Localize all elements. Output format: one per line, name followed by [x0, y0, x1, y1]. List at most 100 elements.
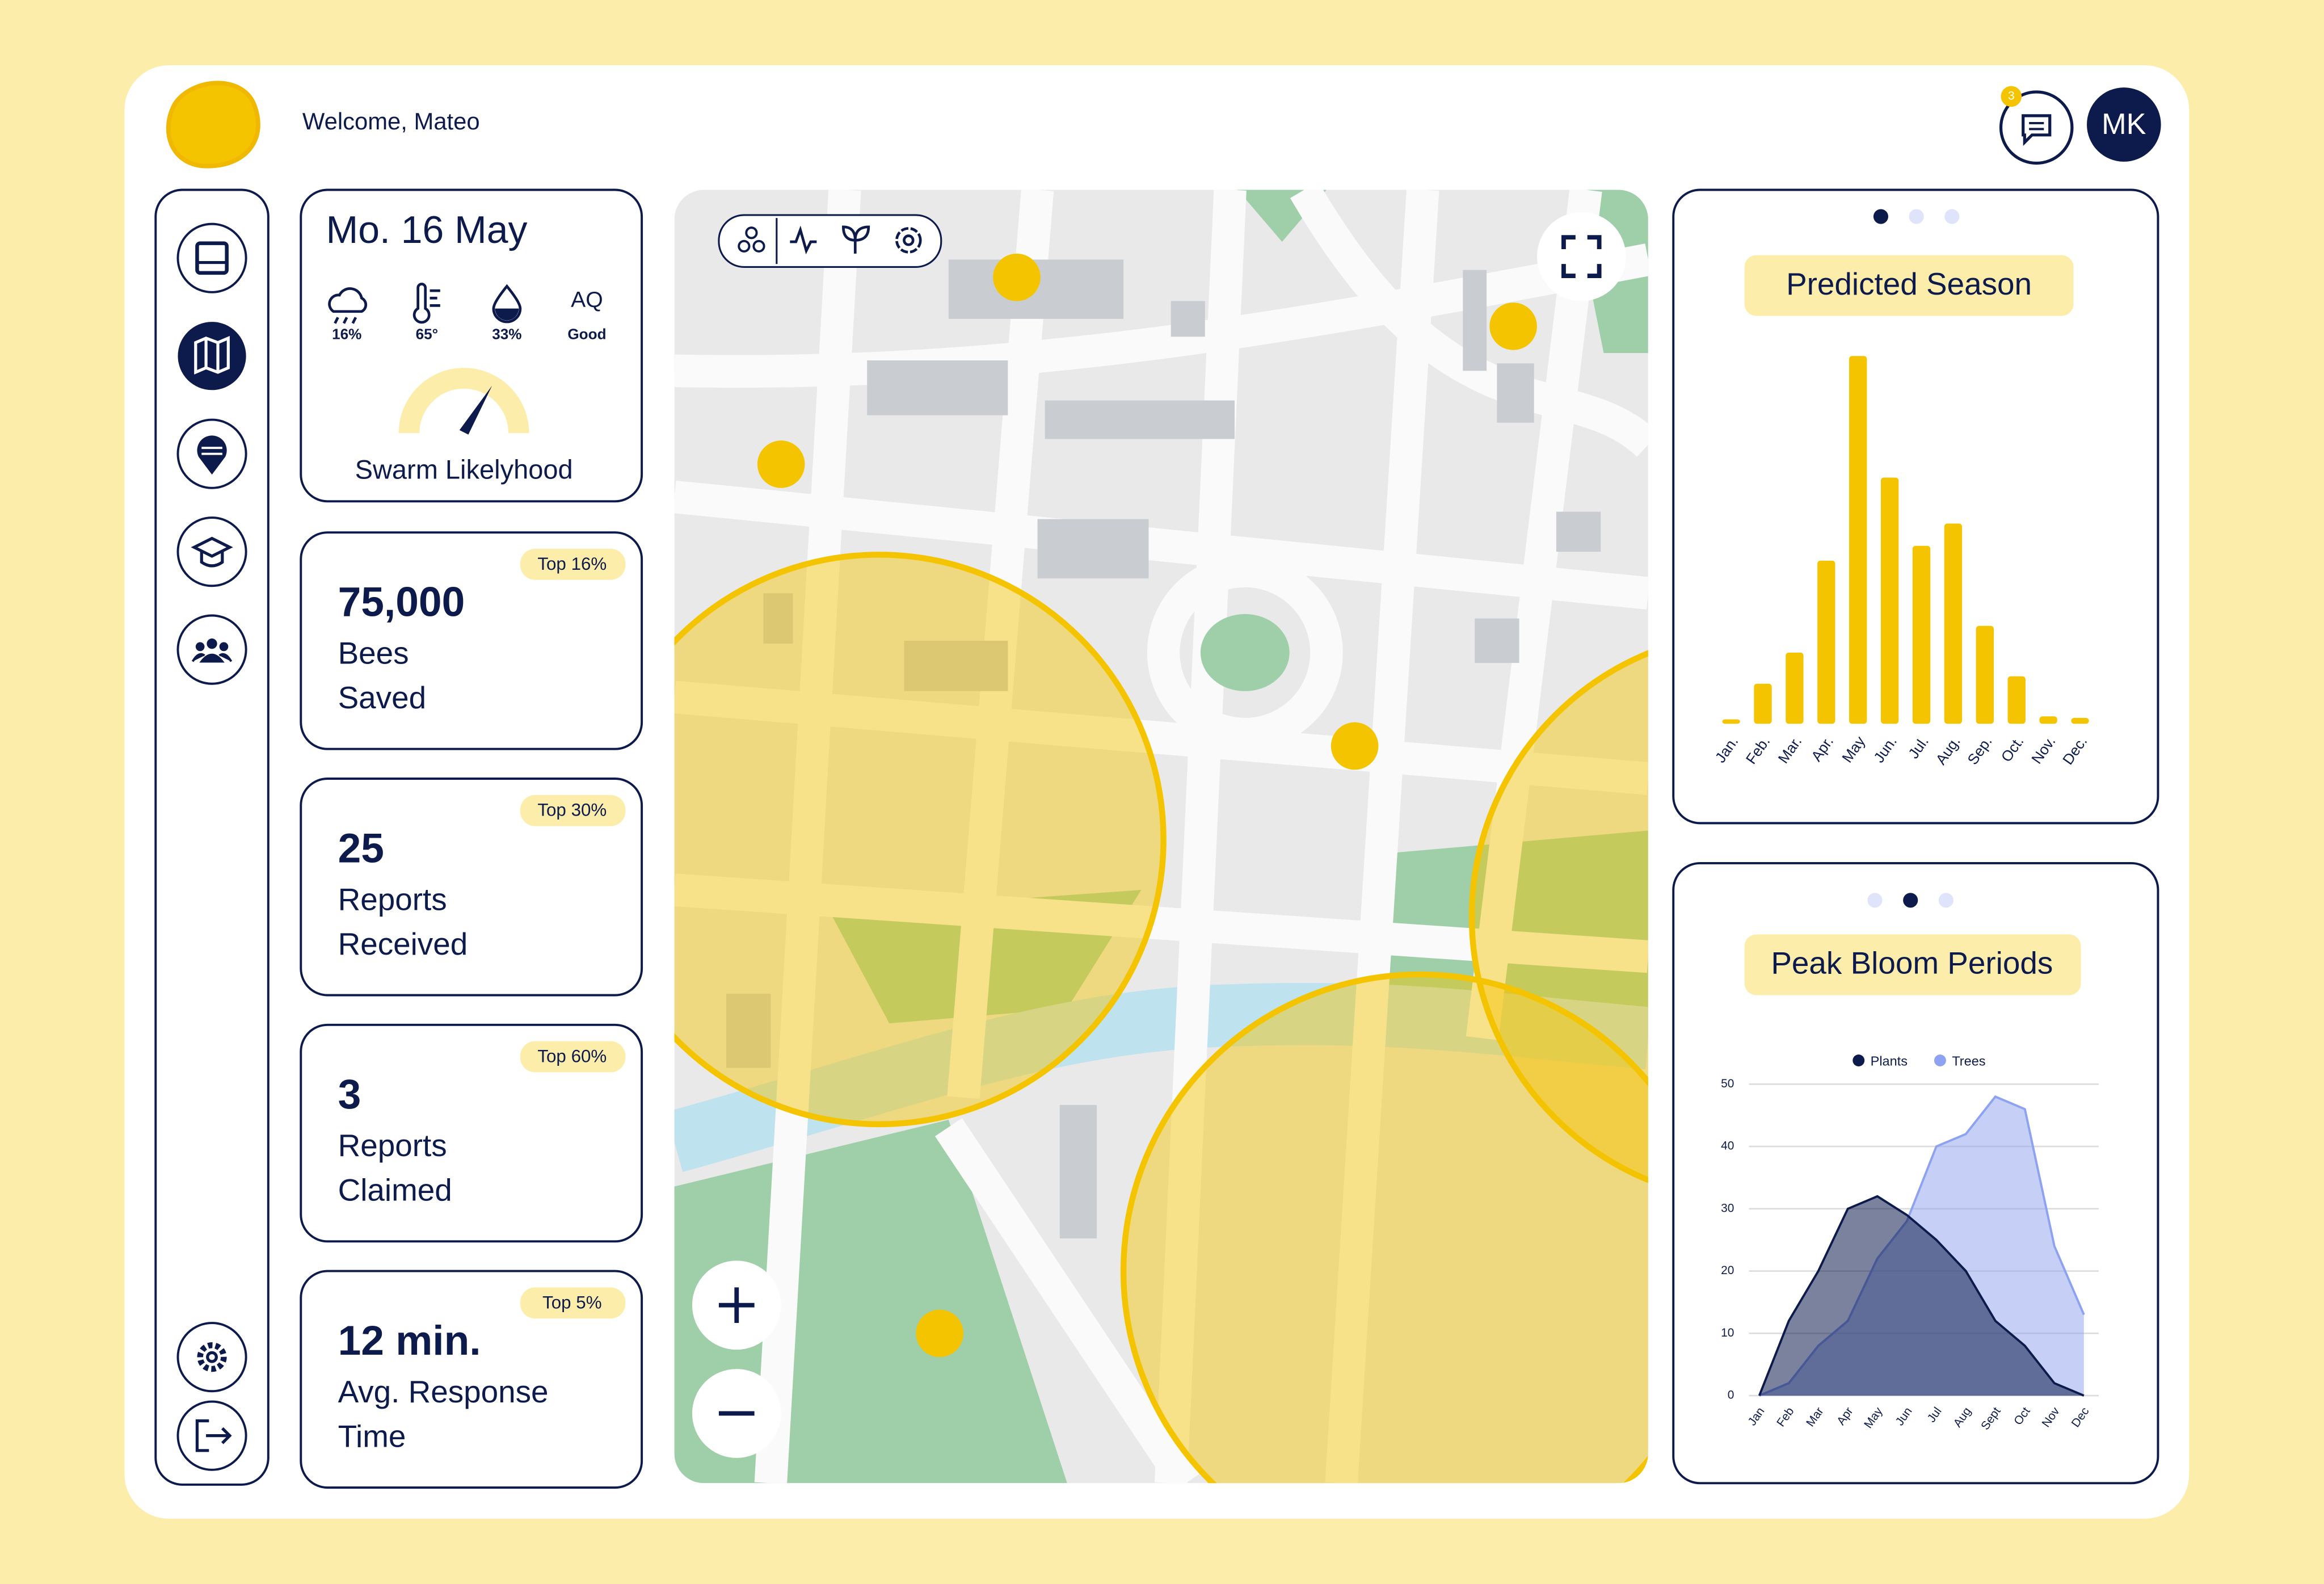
nav-community-part[interactable] — [176, 614, 247, 685]
stats: Top 16% 75,000 Bees Saved Top 30% 25 Reports Re… — [300, 531, 643, 1489]
zoom-out-button[interactable] — [692, 1369, 781, 1458]
fullscreen-button-part[interactable] — [1536, 212, 1626, 301]
nav-map-part[interactable] — [178, 322, 246, 390]
carousel-dots-part[interactable] — [1903, 893, 1918, 908]
bar — [1880, 477, 1899, 724]
zoom-in-button[interactable] — [692, 1261, 781, 1350]
map-toolbar-part[interactable] — [903, 234, 915, 246]
stat-label: Reports — [338, 881, 447, 917]
gauge-label: Swarm Likelyhood — [355, 454, 573, 484]
y-tick-label: 10 — [1721, 1326, 1734, 1339]
chat-button-part[interactable] — [2022, 114, 2052, 146]
line — [1758, 1195, 2085, 1397]
chart-title: Predicted Season — [1786, 266, 2032, 301]
notification-count: 3 — [2008, 89, 2015, 102]
nav-learn[interactable] — [176, 516, 247, 587]
map-toolbar-part[interactable] — [745, 226, 758, 240]
notification-badge — [2001, 86, 2022, 107]
nav-community-part[interactable] — [195, 642, 205, 652]
map-toolbar-part[interactable] — [718, 214, 942, 268]
nav-dashboard[interactable] — [176, 222, 247, 293]
nav-settings-part[interactable] — [206, 1351, 218, 1363]
nav-locations-part[interactable] — [201, 447, 222, 455]
stat-card — [300, 778, 643, 997]
rank-badge — [520, 1041, 626, 1073]
carousel-dots-part[interactable] — [1938, 893, 1953, 908]
map-roads — [674, 190, 1648, 1484]
map-roundabout — [1147, 554, 1343, 751]
nav-map[interactable] — [178, 322, 246, 390]
y-tick-label: 30 — [1721, 1201, 1734, 1215]
rank-badge — [520, 548, 626, 580]
swarm-report-part[interactable] — [1331, 722, 1379, 770]
nav-map-part[interactable] — [194, 335, 230, 375]
map-toolbar[interactable] — [718, 214, 942, 268]
legend-label: Plants — [1871, 1053, 1908, 1068]
avatar-button-part[interactable] — [2087, 87, 2161, 162]
stat-card — [300, 531, 643, 750]
nav-learn-part[interactable] — [191, 536, 233, 568]
gauge-arc — [398, 368, 529, 434]
nav-logout-part[interactable] — [195, 1419, 232, 1452]
nav-learn-part[interactable] — [176, 516, 247, 587]
stat-value: 25 — [338, 825, 384, 871]
fullscreen-button-part[interactable] — [1561, 235, 1602, 278]
avatar-button[interactable]: MK — [2087, 87, 2161, 162]
carousel-dots-part[interactable] — [1944, 209, 1960, 224]
avatar-initials[interactable]: MK — [2102, 108, 2146, 141]
bar — [1849, 356, 1867, 724]
swarm-report-part[interactable] — [757, 440, 805, 488]
nav-settings[interactable] — [176, 1322, 247, 1393]
y-tick-label: 20 — [1721, 1264, 1734, 1277]
chat-button-part[interactable] — [1999, 90, 2074, 165]
nav-logout[interactable] — [176, 1400, 247, 1471]
swarm-report-part[interactable] — [993, 253, 1041, 301]
fullscreen-button[interactable] — [1536, 212, 1626, 301]
legend-label: Trees — [1952, 1053, 1985, 1068]
rain-icon — [328, 287, 368, 324]
welcome-text: Welcome, Mateo — [302, 108, 480, 135]
nav-dashboard-part[interactable] — [176, 222, 247, 293]
nav-community-part[interactable] — [207, 638, 217, 649]
map-toolbar-part[interactable] — [895, 227, 922, 254]
stat-card — [300, 1023, 643, 1243]
map-roundabout-park — [1200, 614, 1290, 691]
carousel-dots-part[interactable] — [1867, 893, 1883, 908]
stat-value: 3 — [338, 1071, 361, 1117]
map-toolbar-part[interactable] — [738, 240, 751, 253]
carousel-dots-part[interactable] — [1873, 209, 1888, 224]
swarm-report[interactable] — [757, 253, 1537, 1358]
swarm-zone — [674, 552, 1167, 1128]
stat-label: Received — [338, 926, 468, 961]
map-toolbar-part[interactable] — [842, 225, 870, 254]
carousel-dots-part[interactable] — [1909, 209, 1924, 224]
carousel-dots[interactable] — [1867, 893, 1953, 908]
bar — [1944, 523, 1963, 724]
nav-community-part[interactable] — [191, 653, 233, 663]
zoom-in-button-part[interactable] — [718, 1287, 755, 1323]
gauge-needle — [459, 385, 492, 435]
chat-button-part[interactable] — [2029, 121, 2044, 131]
nav-community[interactable] — [176, 614, 247, 685]
nav-dashboard-part[interactable] — [195, 241, 229, 275]
nav-settings-part[interactable] — [176, 1322, 247, 1393]
swarm-report-part[interactable] — [916, 1309, 963, 1358]
weather-value: Good — [567, 326, 606, 343]
swarm-report-part[interactable] — [1489, 302, 1537, 350]
carousel-dots[interactable] — [1873, 209, 1960, 224]
map-toolbar-part[interactable] — [790, 225, 817, 255]
nav-settings-part[interactable] — [197, 1342, 227, 1372]
nav-community-part[interactable] — [219, 642, 229, 652]
bar — [1754, 683, 1772, 724]
sidebar — [154, 188, 270, 1486]
nav-locations[interactable] — [176, 418, 247, 489]
nav-locations-part[interactable] — [197, 435, 227, 475]
weather-value: 33% — [492, 326, 521, 343]
stat-value: 12 min. — [338, 1317, 481, 1364]
chat-button[interactable] — [1999, 90, 2074, 165]
stat-label: Time — [338, 1418, 406, 1453]
map-toolbar-part[interactable] — [752, 240, 765, 253]
stat-label: Claimed — [338, 1173, 452, 1208]
